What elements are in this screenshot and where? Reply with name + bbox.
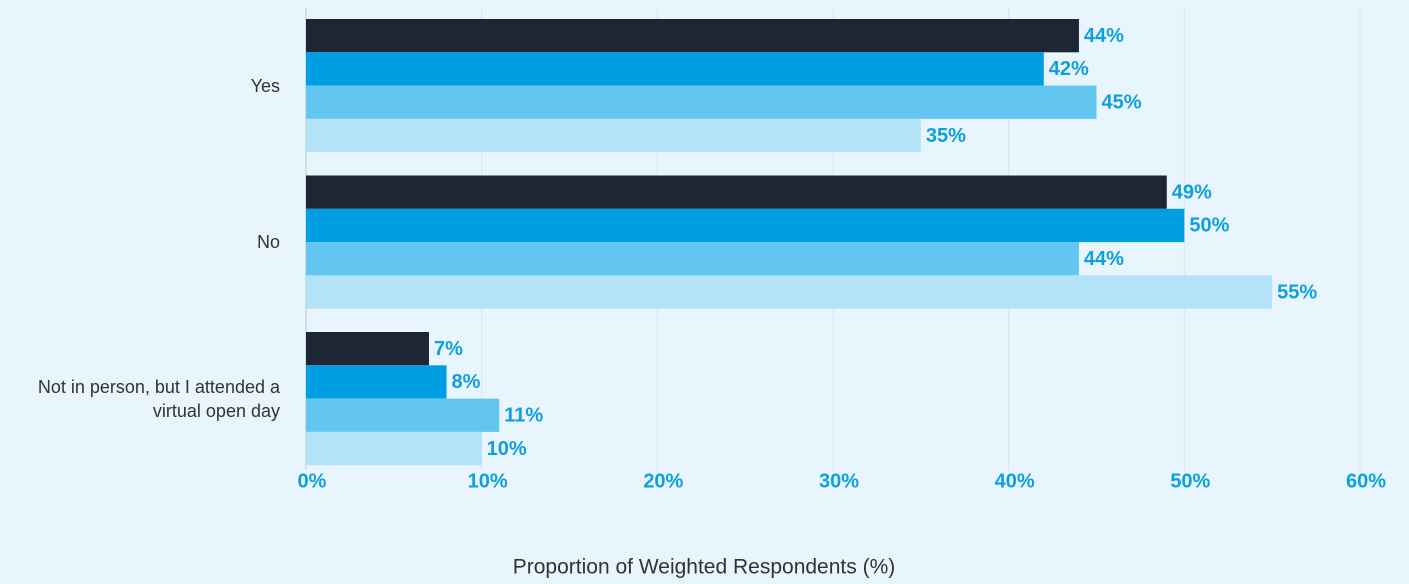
y-tick-label: Yes: [250, 75, 280, 96]
bar: [306, 242, 1079, 276]
value-label: 42%: [1049, 58, 1089, 80]
bar: [306, 118, 921, 153]
bar: [306, 52, 1044, 86]
x-tick-label: 60%: [1346, 470, 1386, 492]
bar: [306, 85, 1097, 119]
x-tick-label: 10%: [468, 470, 508, 492]
value-label: 50%: [1189, 215, 1229, 237]
x-axis-title: Proportion of Weighted Respondents (%): [513, 556, 896, 579]
value-label: 11%: [504, 405, 543, 427]
value-label: 7%: [434, 338, 463, 360]
value-label: 44%: [1084, 25, 1124, 47]
x-tick-label: 0%: [298, 470, 327, 492]
value-label: 10%: [487, 438, 527, 460]
value-label: 49%: [1172, 181, 1212, 203]
bar: [306, 175, 1167, 209]
bar: [306, 275, 1273, 309]
x-tick-label: 20%: [643, 470, 683, 492]
bar: [306, 431, 482, 466]
bar: [306, 365, 447, 399]
bar: [306, 208, 1185, 243]
value-label: 45%: [1102, 92, 1142, 114]
value-label: 44%: [1084, 248, 1124, 270]
y-tick-label: Not in person, but I attended a virtual …: [37, 376, 280, 421]
x-tick-label: 40%: [995, 470, 1035, 492]
bar: [306, 332, 429, 366]
y-tick-label: No: [256, 232, 280, 253]
bar: [306, 398, 500, 432]
x-tick-label: 50%: [1170, 470, 1210, 492]
x-tick-label: 30%: [819, 470, 859, 492]
value-label: 35%: [926, 125, 966, 147]
bar: [306, 19, 1079, 53]
value-label: 55%: [1277, 281, 1317, 303]
value-label: 8%: [452, 371, 481, 393]
